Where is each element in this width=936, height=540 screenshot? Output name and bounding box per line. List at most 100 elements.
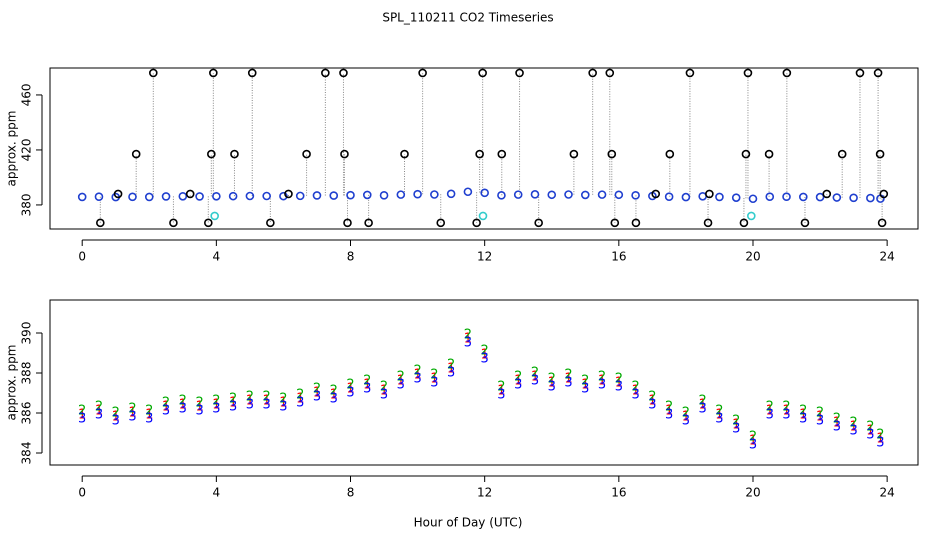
data-point (747, 211, 756, 221)
data-glyph: 3 (598, 378, 606, 393)
data-point (837, 149, 847, 159)
data-glyph: 1 (78, 408, 86, 423)
data-glyph: 3 (799, 412, 807, 427)
data-glyph: 3 (229, 400, 237, 415)
data-glyph: 1 (380, 384, 388, 399)
data-glyph: 3 (514, 378, 522, 393)
data-glyph: 3 (112, 414, 120, 429)
data-point (430, 190, 439, 199)
data-glyph: 1 (631, 384, 639, 399)
data-point (96, 218, 105, 228)
data-glyph: 2 (548, 372, 556, 387)
data-glyph: 2 (531, 366, 539, 381)
data-glyph: 2 (564, 368, 572, 383)
data-point (284, 189, 293, 199)
data-point (478, 211, 488, 221)
data-glyph: 2 (481, 344, 489, 359)
data-glyph: 3 (866, 428, 874, 443)
data-point (610, 218, 620, 228)
data-glyph: 1 (430, 372, 438, 387)
data-point (329, 191, 339, 200)
x-tick-label: 24 (880, 486, 895, 500)
data-point (715, 192, 724, 202)
data-glyph: 3 (145, 412, 153, 427)
data-glyph: 2 (212, 394, 220, 409)
data-glyph: 2 (816, 406, 824, 421)
x-tick-label: 16 (611, 250, 626, 264)
x-tick-label: 12 (477, 486, 492, 500)
data-point (665, 149, 675, 159)
data-point (207, 149, 216, 159)
data-point (379, 191, 389, 200)
data-point (748, 194, 758, 204)
data-glyph: 1 (330, 388, 338, 403)
data-glyph: 2 (112, 406, 120, 421)
data-point (703, 218, 713, 228)
data-glyph: 2 (876, 428, 884, 443)
data-point (144, 192, 154, 202)
data-glyph: 2 (833, 412, 841, 427)
plot-box (49, 299, 919, 466)
data-point (195, 192, 204, 201)
data-point (497, 149, 507, 159)
data-point (475, 149, 484, 159)
data-point (534, 218, 543, 228)
data-glyph: 3 (699, 402, 707, 417)
data-glyph: 3 (766, 408, 774, 423)
data-glyph: 3 (615, 380, 623, 395)
data-point (321, 68, 330, 78)
data-point (497, 191, 506, 200)
data-glyph: 3 (212, 402, 220, 417)
x-tick-label: 8 (347, 250, 355, 264)
data-point (741, 149, 751, 159)
data-point (605, 68, 615, 78)
data-glyph: 2 (732, 414, 740, 429)
data-point (597, 190, 607, 199)
data-glyph: 3 (95, 408, 103, 423)
data-glyph: 3 (380, 388, 388, 403)
data-glyph: 1 (782, 404, 790, 419)
data-glyph: 1 (497, 384, 505, 399)
data-glyph: 2 (766, 400, 774, 415)
data-glyph: 1 (447, 362, 455, 377)
data-point (418, 68, 427, 78)
data-glyph: 3 (631, 388, 639, 403)
x-tick-label: 4 (213, 486, 221, 500)
data-glyph: 2 (246, 390, 254, 405)
data-point (875, 149, 885, 159)
data-point (664, 192, 674, 201)
x-tick-label: 24 (880, 250, 895, 264)
data-glyph: 1 (397, 374, 405, 389)
data-glyph: 2 (179, 394, 187, 409)
data-glyph: 1 (682, 410, 690, 425)
data-point (436, 218, 446, 228)
data-glyph: 1 (346, 382, 354, 397)
data-glyph: 2 (279, 392, 287, 407)
data-glyph: 3 (648, 398, 656, 413)
data-glyph: 1 (464, 332, 472, 347)
data-glyph: 2 (162, 396, 170, 411)
data-glyph: 1 (95, 404, 103, 419)
data-glyph: 2 (296, 388, 304, 403)
data-glyph: 3 (749, 438, 757, 453)
y-axis-title: approx. ppm (5, 345, 19, 421)
data-point (161, 192, 171, 201)
data-point (77, 192, 87, 202)
data-glyph: 1 (112, 410, 120, 425)
data-point (339, 68, 348, 78)
x-tick-label: 20 (745, 250, 760, 264)
data-glyph: 2 (128, 402, 136, 417)
data-point (607, 149, 617, 159)
data-point (782, 68, 792, 78)
data-glyph: 2 (464, 328, 472, 343)
data-glyph: 1 (581, 378, 589, 393)
data-point (832, 193, 842, 202)
data-point (463, 187, 473, 197)
data-point (245, 191, 255, 201)
data-glyph: 3 (531, 374, 539, 389)
data-glyph: 1 (179, 398, 187, 413)
data-glyph: 1 (732, 418, 740, 433)
data-glyph: 3 (833, 420, 841, 435)
plot-box (49, 67, 919, 230)
